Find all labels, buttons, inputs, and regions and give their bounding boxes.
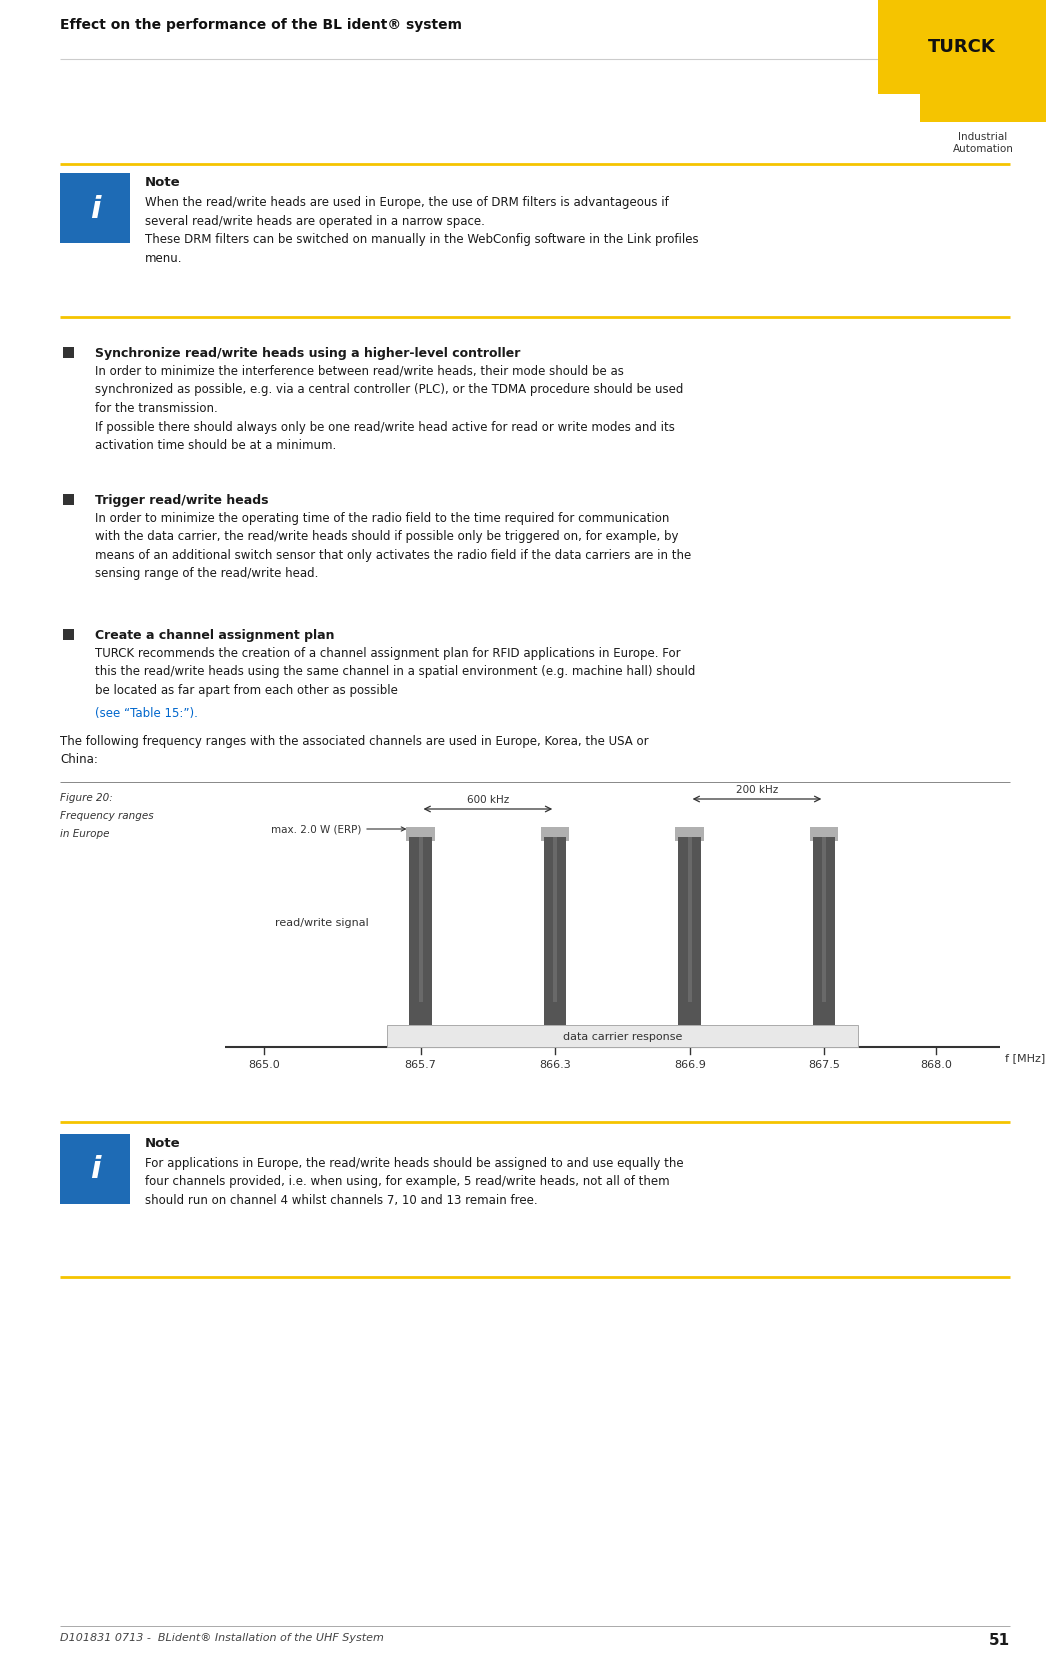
Bar [407,827,435,842]
Bar [409,837,432,1025]
Text: Frequency ranges: Frequency ranges [60,810,154,820]
Bar [541,827,569,842]
Text: in Europe: in Europe [60,829,110,839]
Text: 866.9: 866.9 [674,1060,706,1070]
Text: In order to minimize the operating time of the radio field to the time required : In order to minimize the operating time … [95,513,691,581]
Text: When the read/write heads are used in Europe, the use of DRM filters is advantag: When the read/write heads are used in Eu… [145,196,699,265]
Text: TURCK recommends the creation of a channel assignment plan for RFID applications: TURCK recommends the creation of a chann… [95,647,696,697]
Bar [687,837,691,1003]
Text: data carrier response: data carrier response [563,1032,682,1042]
Text: f [MHz]: f [MHz] [1005,1052,1045,1062]
Text: 51: 51 [988,1632,1010,1647]
Bar [553,837,558,1003]
Bar [822,837,826,1003]
Bar [63,494,74,506]
Text: (see “Table 15:”).: (see “Table 15:”). [95,707,198,719]
Bar [920,95,1046,123]
Text: 865.0: 865.0 [248,1060,279,1070]
Text: Figure 20:: Figure 20: [60,792,113,802]
Bar [418,837,423,1003]
Text: In order to minimize the interference between read/write heads, their mode shoul: In order to minimize the interference be… [95,364,683,451]
Bar [387,1025,858,1047]
Bar [63,629,74,641]
Text: Create a channel assignment plan: Create a channel assignment plan [95,629,335,642]
Text: max. 2.0 W (ERP): max. 2.0 W (ERP) [271,824,406,835]
Text: D101831 0713 -  BLident® Installation of the UHF System: D101831 0713 - BLident® Installation of … [60,1632,384,1642]
Text: 868.0: 868.0 [920,1060,952,1070]
Text: Industrial
Automation: Industrial Automation [953,131,1014,155]
Bar [60,175,130,245]
Text: 866.3: 866.3 [540,1060,571,1070]
Bar [676,827,704,842]
Text: read/write signal: read/write signal [275,917,368,927]
Text: For applications in Europe, the read/write heads should be assigned to and use e: For applications in Europe, the read/wri… [145,1156,684,1206]
Bar [544,837,566,1025]
Text: Note: Note [145,176,181,190]
Text: 200 kHz: 200 kHz [735,784,778,794]
Text: Note: Note [145,1137,181,1150]
Text: TURCK: TURCK [928,38,996,57]
Text: 865.7: 865.7 [405,1060,436,1070]
Text: 600 kHz: 600 kHz [467,794,509,804]
Bar [878,0,1046,95]
Bar [60,1135,130,1205]
Text: 867.5: 867.5 [809,1060,840,1070]
Text: Trigger read/write heads: Trigger read/write heads [95,494,269,508]
Text: Effect on the performance of the BL ident® system: Effect on the performance of the BL iden… [60,18,462,32]
Bar [63,348,74,359]
Text: Synchronize read/write heads using a higher-level controller: Synchronize read/write heads using a hig… [95,346,520,359]
Bar [813,837,836,1025]
Text: The following frequency ranges with the associated channels are used in Europe, : The following frequency ranges with the … [60,734,649,765]
Bar [810,827,839,842]
Text: i: i [90,1155,100,1183]
Text: i: i [90,195,100,223]
Bar [679,837,701,1025]
